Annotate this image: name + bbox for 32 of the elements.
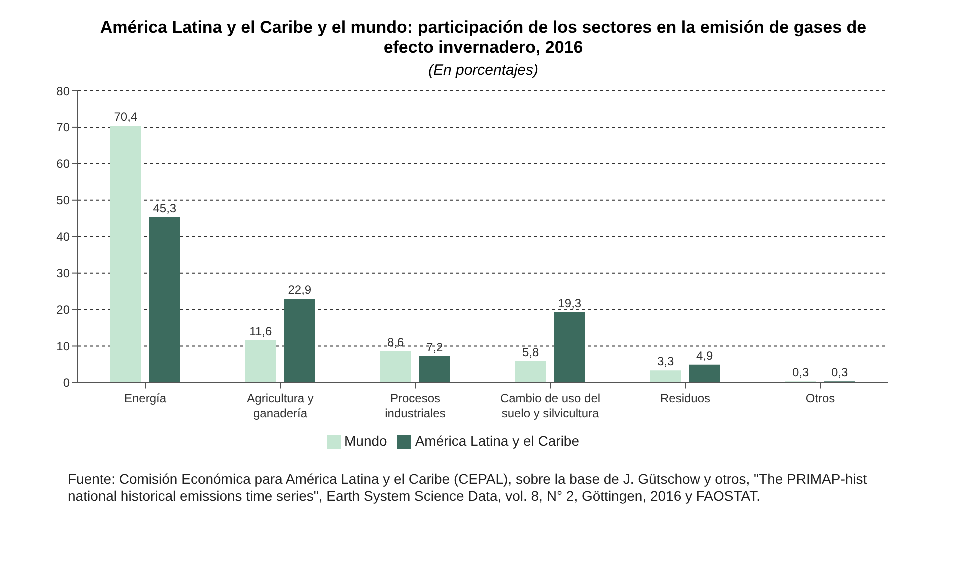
x-tick-label: Otros [806, 392, 836, 406]
y-tick-label: 70 [56, 120, 70, 135]
legend-label: Mundo [344, 432, 388, 449]
x-tick-label: Agricultura y ganadería [247, 392, 314, 421]
y-tick-label: 20 [56, 303, 70, 318]
data-label: 19,3 [558, 296, 582, 310]
data-label: 3,3 [658, 354, 675, 369]
source-note: Fuente: Comisión Económica para América Latina y el Caribe (CEPAL), sobre la base de J. Gütschow y otros, "The PRIMAP-hist national historical emissions time series", Earth System Science Data, vol. 8, N° 2, Göttingen, 2016 y FAOSTAT. [68, 471, 868, 505]
data-label: 5,8 [522, 346, 540, 360]
y-tick-label: 30 [56, 266, 70, 281]
x-tick-label: Residuos [660, 392, 711, 406]
data-label: 45,3 [153, 202, 177, 216]
data-label: 8,6 [388, 335, 405, 350]
data-label: 4,9 [696, 348, 714, 363]
data-label: 7,2 [426, 340, 444, 354]
y-tick-label: 10 [56, 340, 70, 354]
x-tick-label: Cambio de uso del suelo y silvicultura [500, 392, 601, 421]
chart-title: América Latina y el Caribe y el mundo: participación de los sectores en la emisión de gases de efecto invernadero, 2016 [99, 18, 868, 58]
legend-label: América Latina y el Caribe [415, 432, 580, 449]
data-label: 70,4 [114, 110, 138, 124]
y-tick-label: 0 [63, 376, 70, 390]
chart-subtitle: (En porcentajes) [427, 62, 540, 79]
data-label: 11,6 [250, 324, 272, 338]
x-tick-label: Procesos industriales [385, 392, 446, 421]
y-tick-label: 50 [56, 194, 70, 208]
data-label: 0,3 [832, 366, 849, 380]
y-tick-label: 80 [56, 84, 70, 98]
x-tick-label: Energía [124, 392, 167, 406]
y-tick-label: 40 [56, 230, 70, 244]
y-tick-label: 60 [56, 157, 70, 172]
data-label: 22,9 [288, 283, 312, 298]
data-label: 0,3 [792, 366, 810, 380]
